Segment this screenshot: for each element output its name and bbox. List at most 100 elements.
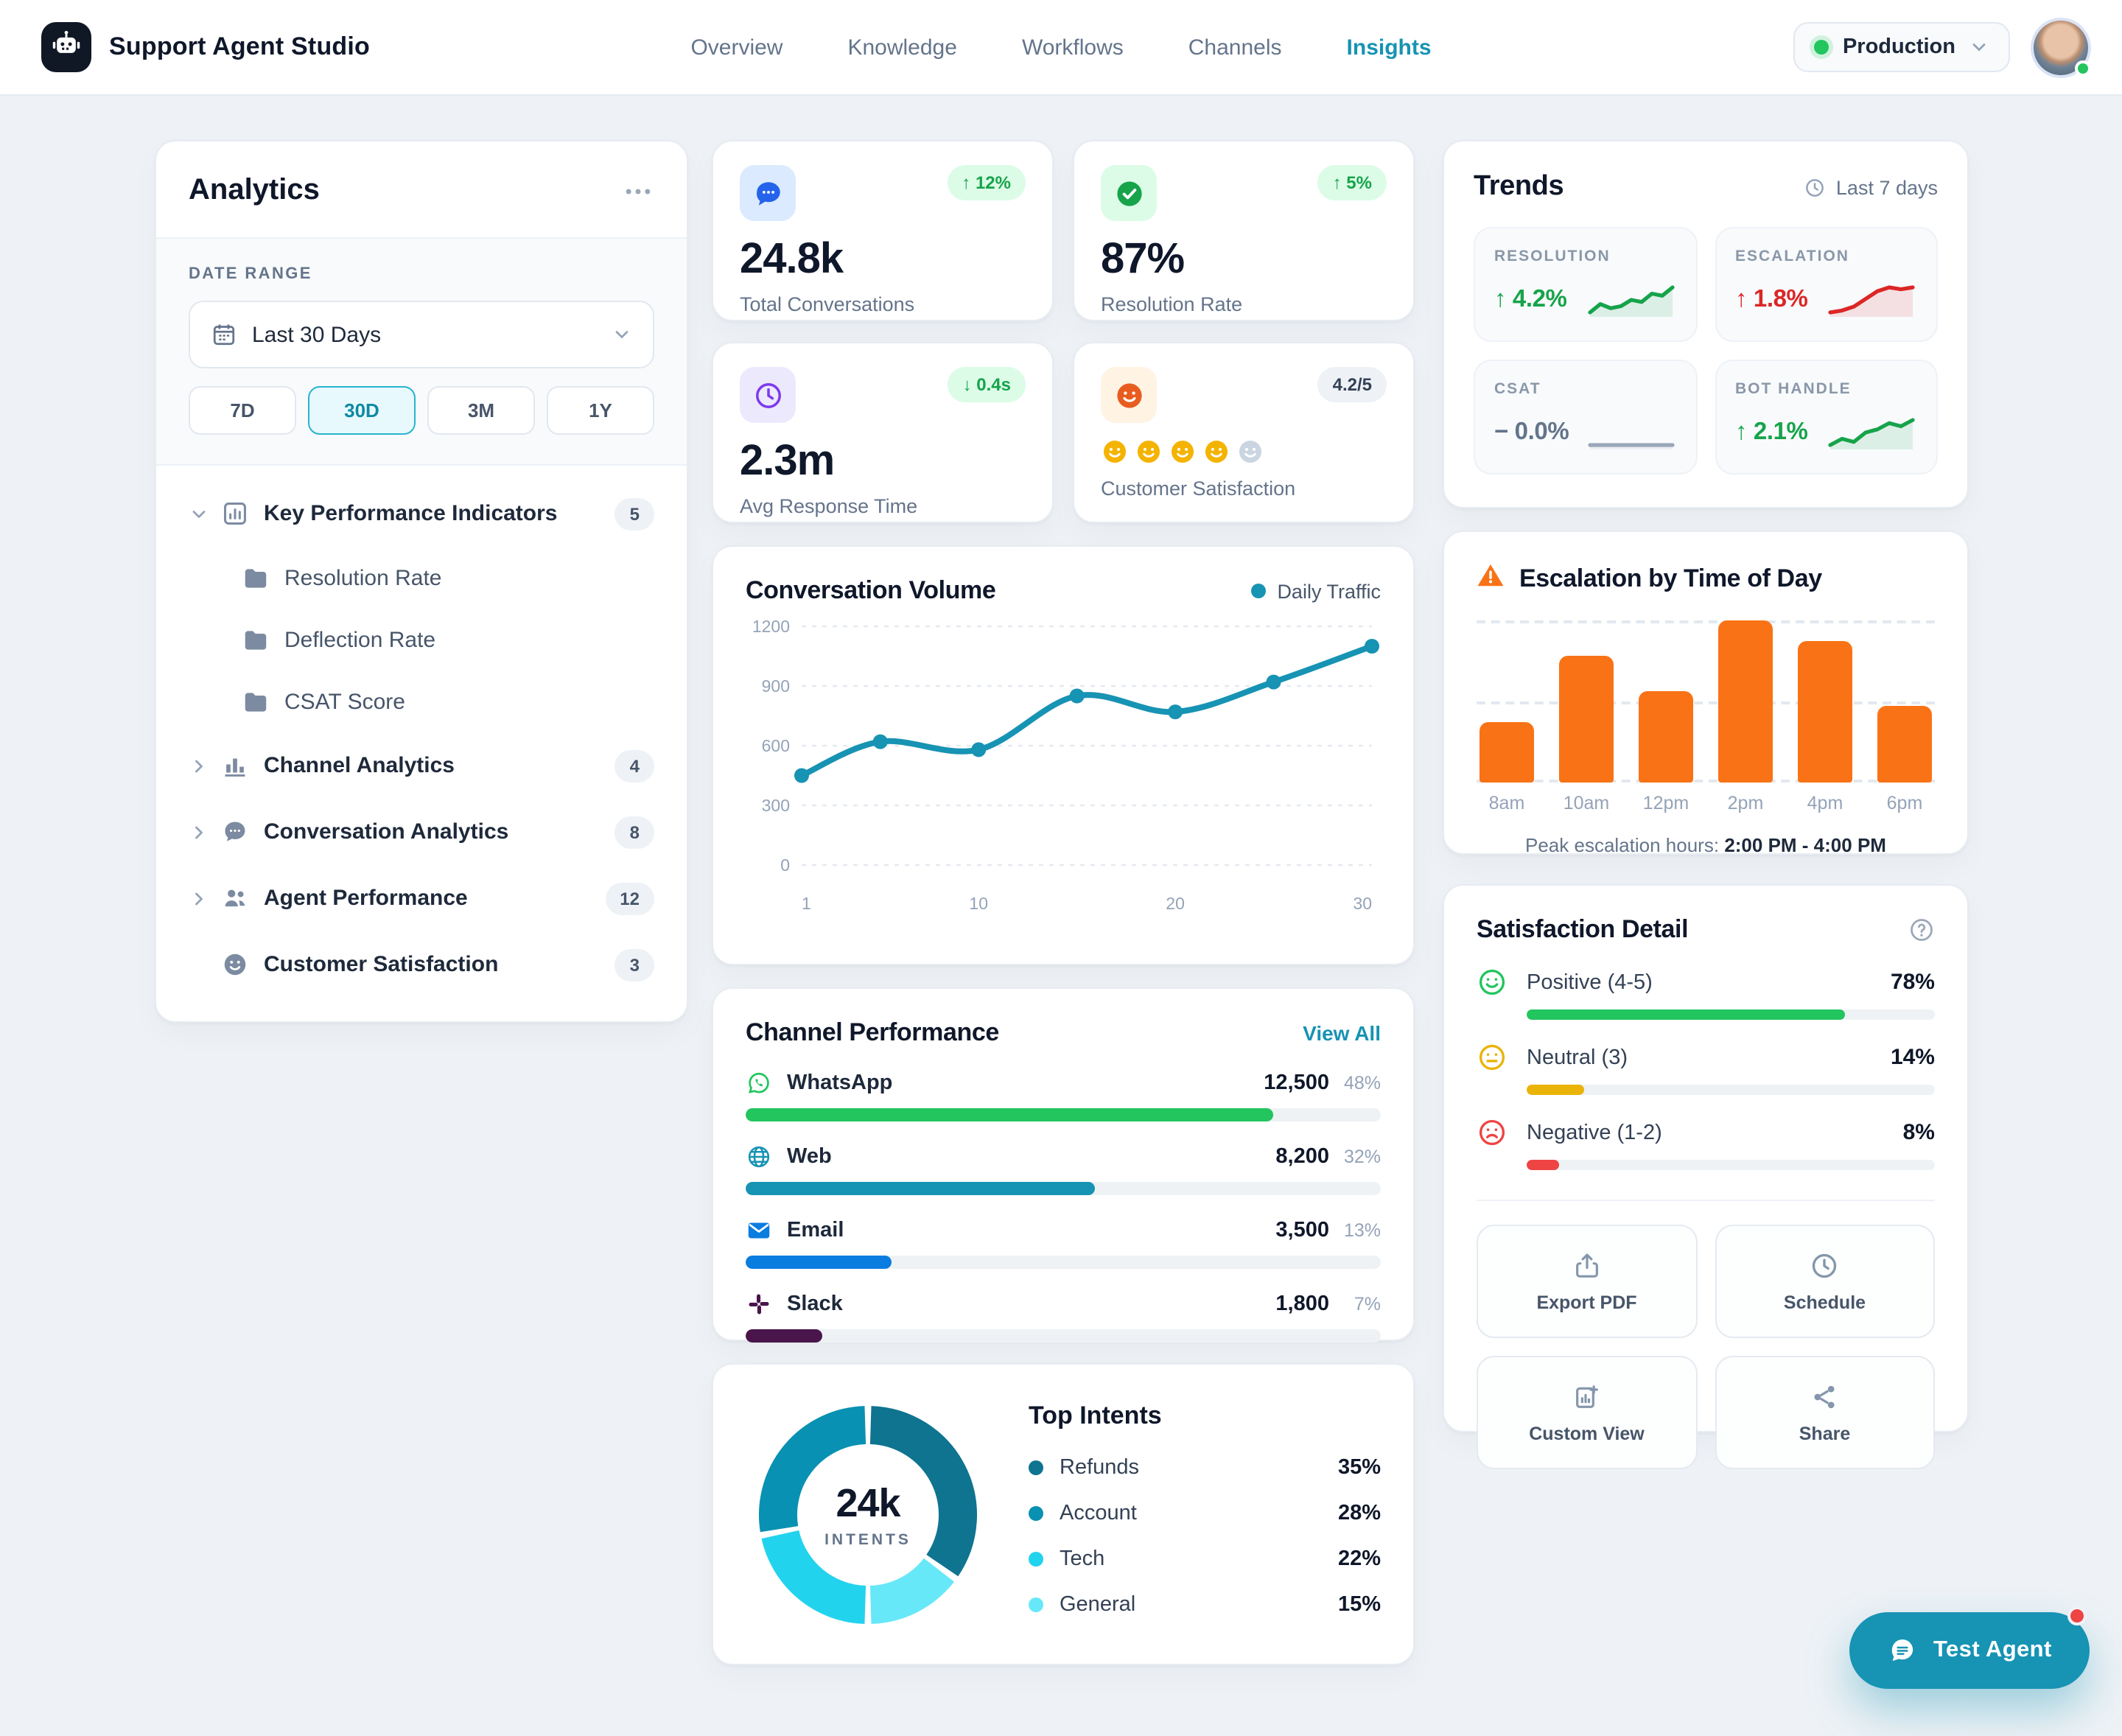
custom-view-button[interactable]: Custom View (1477, 1356, 1697, 1469)
test-agent-button[interactable]: Test Agent (1849, 1606, 2090, 1689)
intent-row-general: General 15% (1029, 1582, 1381, 1628)
channel-rows: WhatsApp 12,500 48% Web 8,200 32% Email 3,500 13… (746, 1070, 1381, 1343)
tree-item-agent-performance[interactable]: Agent Performance 12 (177, 865, 666, 931)
svg-text:10: 10 (969, 894, 988, 913)
schedule-button[interactable]: Schedule (1715, 1225, 1935, 1338)
count-badge: 5 (614, 497, 654, 530)
date-preset-3m[interactable]: 3M (427, 386, 535, 435)
intent-row-tech: Tech 22% (1029, 1536, 1381, 1582)
trend-grid: RESOLUTION ↑ 4.2% ESCALATION ↑ 1.8% CSAT − 0.… (1474, 227, 1938, 475)
folder-icon (242, 626, 270, 654)
intent-name: Refunds (1060, 1456, 1140, 1480)
date-preset-7d[interactable]: 7D (189, 386, 296, 435)
intent-percent: 28% (1337, 1502, 1381, 1525)
primary-nav: Overview Knowledge Workflows Channels Insigh… (690, 0, 1431, 94)
environment-label: Production (1842, 35, 1955, 59)
date-preset-group: 7D 30D 3M 1Y (189, 386, 654, 435)
smiley-filled-icon (1135, 438, 1163, 466)
progress-track (1527, 1085, 1935, 1095)
analytics-tree: Key Performance Indicators 5 Resolution Ra… (156, 466, 687, 1021)
tree-item-csat-score[interactable]: CSAT Score (177, 671, 666, 732)
trend-label: RESOLUTION (1494, 248, 1611, 265)
peak-hours-note: Peak escalation hours: 2:00 PM - 4:00 PM (1525, 834, 1886, 856)
progress-fill (746, 1256, 892, 1269)
x-axis-label: 6pm (1886, 793, 1923, 813)
nav-tab-workflows[interactable]: Workflows (1021, 35, 1124, 60)
satisfaction-rows: Positive (4-5) 78% Neutral (3) 14% Negative … (1477, 967, 1935, 1170)
legend-dot-icon (1029, 1460, 1043, 1475)
satisfaction-row-neutral-3-: Neutral (3) 14% (1477, 1042, 1935, 1095)
smiley-icon (221, 951, 249, 979)
nav-tab-knowledge[interactable]: Knowledge (847, 35, 957, 60)
progress-fill (1527, 1160, 1560, 1170)
svg-text:900: 900 (762, 676, 790, 696)
card-title: Satisfaction Detail (1477, 915, 1689, 943)
conversation-volume-card: Conversation Volume Daily Traffic 1200 90… (712, 545, 1415, 965)
chevron-right-icon (189, 888, 209, 909)
progress-track (1527, 1009, 1935, 1020)
intent-row-account: Account 28% (1029, 1491, 1381, 1536)
view-all-link[interactable]: View All (1303, 1021, 1381, 1045)
svg-text:30: 30 (1353, 894, 1372, 913)
action-label: Share (1799, 1423, 1851, 1443)
ellipsis-menu-icon[interactable] (622, 175, 654, 207)
progress-track (746, 1108, 1381, 1121)
tree-item-key-performance-indicators[interactable]: Key Performance Indicators 5 (177, 480, 666, 547)
satisfaction-percent: 78% (1890, 970, 1935, 995)
trend-label: BOT HANDLE (1735, 380, 1852, 398)
smiley-filled-icon (1236, 438, 1264, 466)
progress-fill (746, 1108, 1273, 1121)
content-area: Analytics DATE RANGE Last 30 Days 7D 30D 3… (155, 140, 1969, 1665)
trend-tile-bot-handle: BOT HANDLE ↑ 2.1% (1715, 360, 1938, 475)
action-label: Export PDF (1536, 1292, 1637, 1312)
channel-value: 1,800 (1275, 1292, 1329, 1316)
channel-percent: 32% (1343, 1147, 1381, 1167)
count-badge: 4 (614, 749, 654, 782)
chevron-down-icon (189, 503, 209, 524)
folder-icon (242, 687, 270, 715)
nav-tab-overview[interactable]: Overview (690, 35, 783, 60)
date-range-value: Last 30 Days (252, 322, 382, 347)
delta-badge: ↑ 5% (1317, 165, 1387, 200)
robot-icon (50, 27, 83, 67)
help-icon[interactable] (1908, 917, 1935, 943)
export-pdf-button[interactable]: Export PDF (1477, 1225, 1697, 1338)
kpi-value: 87% (1101, 236, 1185, 283)
delta-badge: ↑ 12% (947, 165, 1026, 200)
user-avatar[interactable] (2034, 20, 2091, 76)
calendar-icon (211, 321, 237, 348)
status-dot-icon (1814, 40, 1829, 55)
date-preset-1y[interactable]: 1Y (547, 386, 654, 435)
smiley-filled-icon (1113, 379, 1144, 410)
date-preset-30d[interactable]: 30D (308, 386, 416, 435)
tree-item-deflection-rate[interactable]: Deflection Rate (177, 609, 666, 671)
escalation-bar-10am (1559, 656, 1614, 783)
trend-tile-escalation: ESCALATION ↑ 1.8% (1715, 227, 1938, 342)
share-button[interactable]: Share (1715, 1356, 1935, 1469)
rating-smileys (1101, 438, 1387, 466)
nav-tab-channels[interactable]: Channels (1188, 35, 1282, 60)
nav-tab-insights[interactable]: Insights (1346, 35, 1432, 60)
tree-item-channel-analytics[interactable]: Channel Analytics 4 (177, 732, 666, 799)
legend-dot-icon (1029, 1552, 1043, 1567)
tree-item-customer-satisfaction[interactable]: Customer Satisfaction 3 (177, 931, 666, 998)
environment-selector[interactable]: Production (1793, 22, 2010, 72)
slack-icon (746, 1291, 772, 1317)
satisfaction-label: Positive (4-5) (1527, 970, 1653, 994)
divider (1477, 1200, 1935, 1201)
bar-chart-icon (221, 752, 249, 780)
date-range-select[interactable]: Last 30 Days (189, 301, 654, 368)
trend-delta: − 0.0% (1494, 419, 1569, 445)
tree-item-resolution-rate[interactable]: Resolution Rate (177, 547, 666, 609)
donut-center-label: INTENTS (824, 1530, 911, 1548)
tree-item-conversation-analytics[interactable]: Conversation Analytics 8 (177, 799, 666, 865)
svg-text:20: 20 (1166, 894, 1185, 913)
progress-track (746, 1182, 1381, 1195)
channel-name: Slack (787, 1292, 843, 1316)
chevron-down-icon (1969, 37, 1989, 57)
x-axis-label: 8am (1488, 793, 1525, 813)
satisfaction-label: Neutral (3) (1527, 1046, 1628, 1069)
tree-item-label: Key Performance Indicators (264, 501, 558, 526)
x-axis-label: 10am (1563, 793, 1610, 813)
